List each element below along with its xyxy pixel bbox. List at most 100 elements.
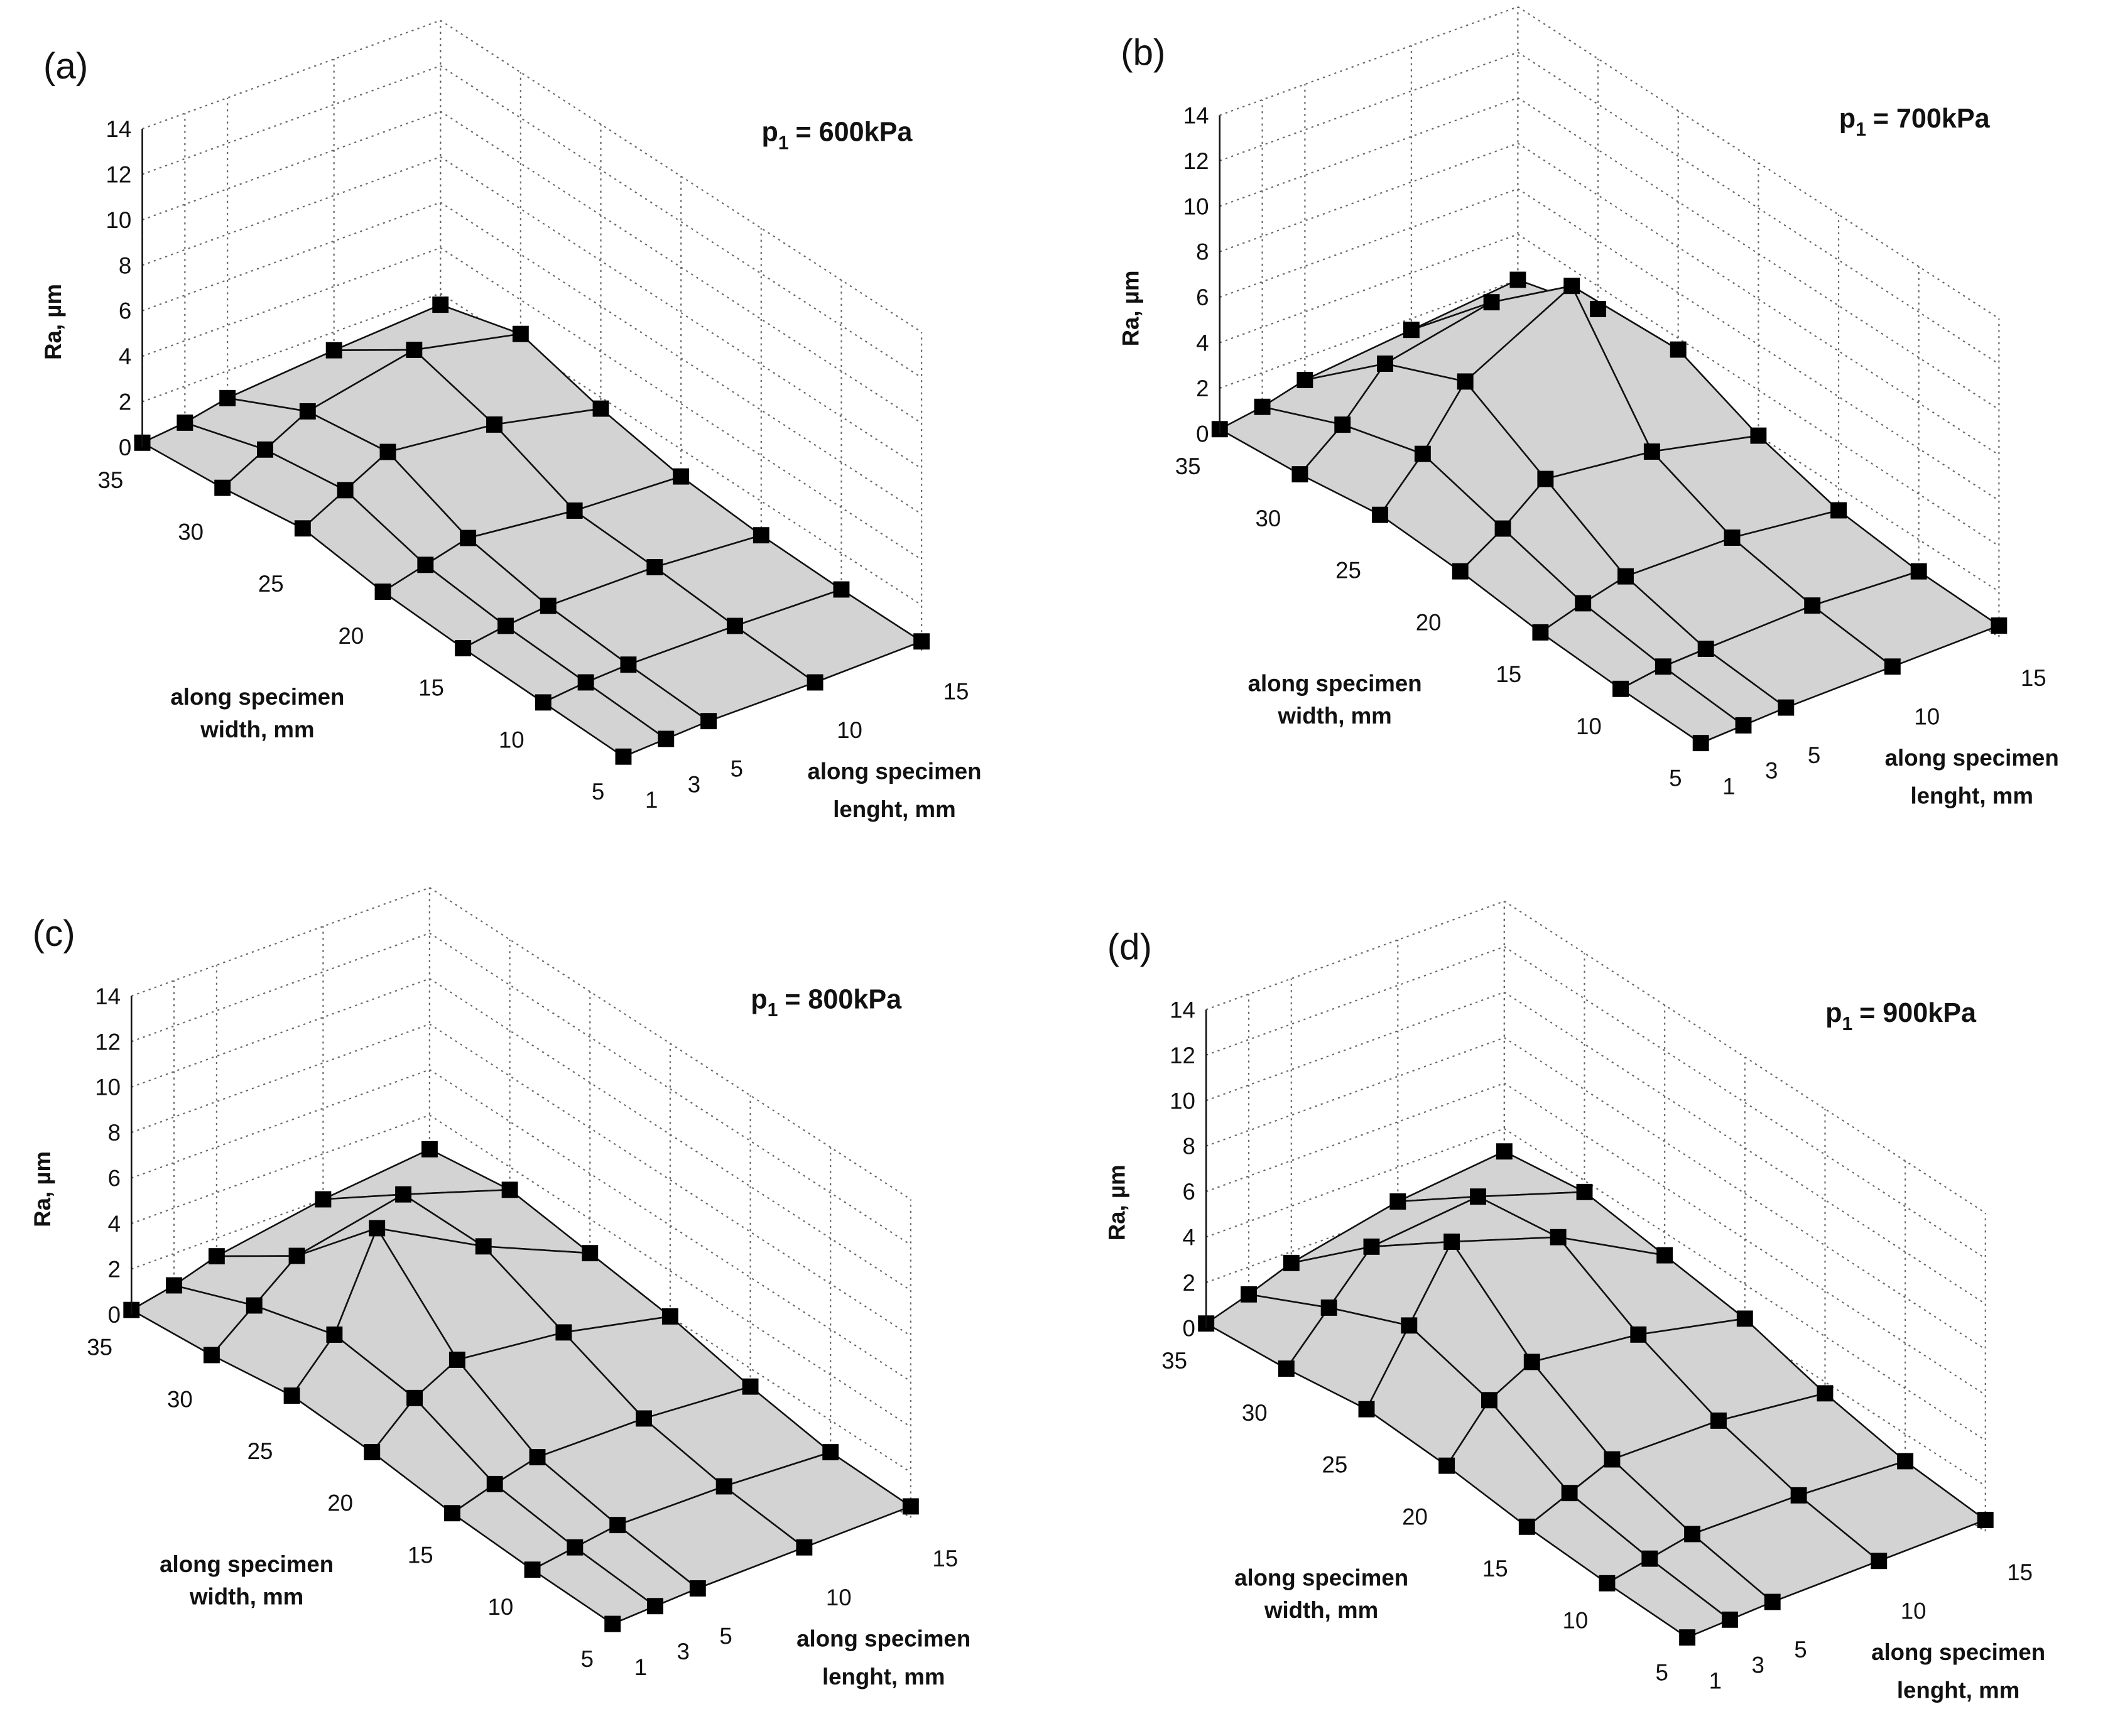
grid-line: [142, 247, 441, 357]
data-marker: [1764, 1593, 1781, 1610]
x-tick-label: 5: [731, 756, 743, 782]
data-marker: [1643, 443, 1660, 460]
z-tick-label: 6: [1196, 285, 1209, 310]
data-marker: [1724, 529, 1741, 546]
grid-line: [1504, 1128, 1986, 1441]
z-tick-label: 14: [1183, 102, 1209, 128]
grid-line: [1205, 900, 1505, 1011]
data-marker: [1991, 617, 2008, 634]
y-axis-label: along specimen: [160, 1551, 334, 1577]
data-marker: [1470, 1188, 1486, 1205]
data-marker: [1278, 1360, 1295, 1377]
data-marker: [1612, 680, 1629, 697]
grid-line: [131, 1159, 430, 1270]
data-marker: [822, 1444, 839, 1461]
data-marker: [1736, 1310, 1753, 1327]
data-marker: [535, 694, 552, 711]
data-marker: [1817, 1385, 1834, 1402]
annotation-text: = 800kPa: [785, 984, 902, 1014]
x-axis-label: lenght, mm: [833, 796, 956, 822]
x-tick-label: 15: [2007, 1560, 2033, 1585]
data-marker: [1283, 1254, 1300, 1271]
y-tick-label: 25: [258, 571, 284, 597]
y-tick-label: 5: [581, 1646, 594, 1672]
data-marker: [1684, 1526, 1701, 1543]
z-tick-label: 12: [1170, 1043, 1195, 1068]
z-tick-label: 14: [106, 116, 131, 142]
data-marker: [615, 748, 632, 765]
x-axis-label: along specimen: [1871, 1639, 2045, 1665]
z-tick-label: 4: [1183, 1225, 1195, 1250]
data-marker: [540, 597, 557, 614]
grid-line: [1517, 143, 1999, 456]
data-marker: [646, 559, 663, 575]
grid-line: [429, 887, 911, 1200]
grid-line: [440, 65, 922, 379]
y-axis-label: width, mm: [1264, 1597, 1378, 1623]
data-marker: [647, 1598, 663, 1615]
data-marker: [1443, 1234, 1460, 1250]
grid-line: [131, 1068, 430, 1179]
panel-label: (c): [33, 913, 75, 954]
data-marker: [406, 1389, 423, 1406]
z-axis-label: Ra, µm: [1117, 270, 1143, 346]
data-marker: [1778, 699, 1795, 716]
data-marker: [432, 296, 449, 313]
annotation-symbol: p: [762, 117, 778, 147]
data-marker: [1452, 563, 1469, 580]
z-tick-label: 10: [1183, 193, 1209, 219]
grid-line: [142, 111, 441, 220]
y-tick-label: 5: [1656, 1659, 1668, 1685]
data-marker: [1494, 520, 1511, 537]
data-marker: [406, 342, 423, 359]
x-tick-label: 3: [677, 1639, 690, 1664]
z-tick-label: 0: [1196, 421, 1209, 447]
data-marker: [555, 1324, 572, 1341]
z-tick-label: 14: [1170, 997, 1195, 1023]
z-axis-label: Ra, µm: [1104, 1164, 1130, 1240]
data-marker: [288, 1247, 305, 1264]
data-marker: [1721, 1611, 1738, 1628]
data-marker: [486, 1475, 503, 1492]
x-tick-label: 10: [837, 717, 862, 743]
data-marker: [443, 1505, 460, 1522]
data-marker: [700, 713, 717, 730]
z-tick-label: 12: [106, 161, 131, 187]
data-marker: [582, 1245, 599, 1262]
data-marker: [325, 342, 342, 359]
data-marker: [1518, 1518, 1535, 1535]
grid-line: [1205, 1082, 1505, 1193]
data-marker: [1790, 1487, 1807, 1504]
data-marker: [417, 556, 434, 573]
data-marker: [1576, 1183, 1593, 1200]
grid-line: [142, 65, 441, 175]
data-marker: [1697, 641, 1714, 657]
data-marker: [1457, 373, 1474, 390]
grid-line: [1517, 234, 1999, 547]
data-marker: [208, 1248, 225, 1265]
x-tick-label: 10: [1914, 703, 1940, 729]
data-marker: [497, 617, 514, 634]
annotation-symbol: p: [1825, 998, 1842, 1028]
data-marker: [219, 389, 236, 406]
data-marker: [177, 414, 193, 431]
data-marker: [1599, 1575, 1616, 1592]
y-tick-label: 35: [98, 467, 124, 493]
data-marker: [1377, 355, 1393, 372]
data-marker: [1372, 506, 1389, 523]
x-tick-label: 10: [826, 1585, 852, 1610]
grid-line: [142, 202, 441, 312]
data-marker: [524, 1561, 541, 1578]
z-tick-label: 6: [119, 298, 131, 324]
data-marker: [1537, 470, 1554, 487]
annotation: p1 = 600kPa: [762, 117, 913, 153]
annotation-subscript: 1: [768, 1000, 778, 1021]
z-tick-label: 4: [1196, 330, 1209, 356]
y-tick-label: 30: [1255, 506, 1281, 531]
x-tick-label: 1: [634, 1654, 647, 1680]
z-tick-label: 4: [108, 1211, 121, 1237]
data-marker: [315, 1191, 332, 1208]
z-tick-label: 8: [1196, 239, 1209, 265]
